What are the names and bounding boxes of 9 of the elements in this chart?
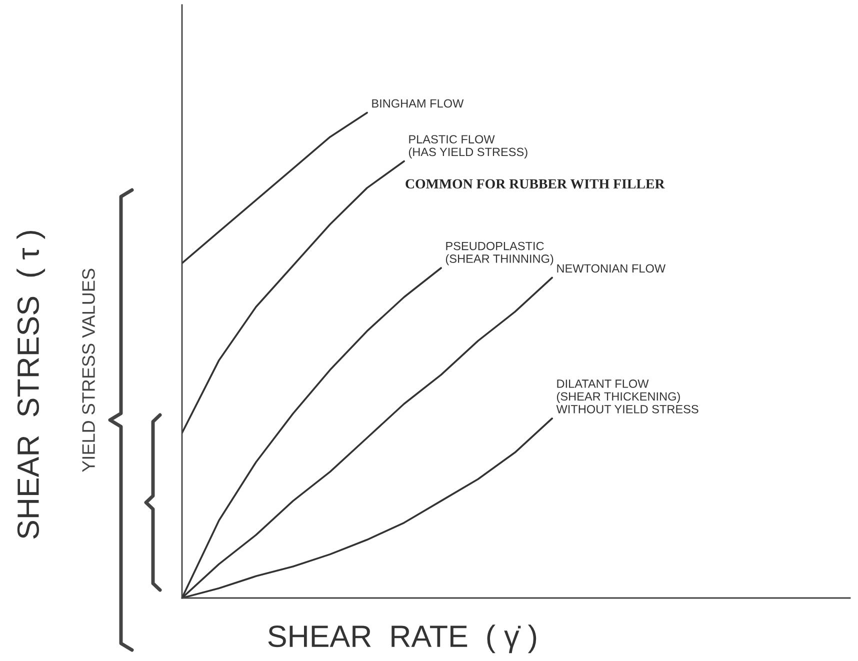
annotation: NEWTONIAN FLOW [557,264,666,273]
annotation: PLASTIC FLOW (HAS YIELD STRESS) [408,135,528,158]
y-axis-title: SHEAR STRESS ( τ ) [16,230,46,539]
text: BINGHAM FLOW [372,99,464,108]
x-axis-title: SHEAR RATE ( γ̇ ) [268,624,536,654]
annotation: DILATANT FLOW (SHEAR THICKENING) WITHOUT YIELD STRESS [556,380,698,414]
annotation: PSEUDOPLASTIC (SHEAR THINNING) [446,242,554,266]
text: YIELD STRESS VALUES [82,268,95,472]
annotation: COMMON FOR RUBBER WITH FILLER [406,179,665,189]
